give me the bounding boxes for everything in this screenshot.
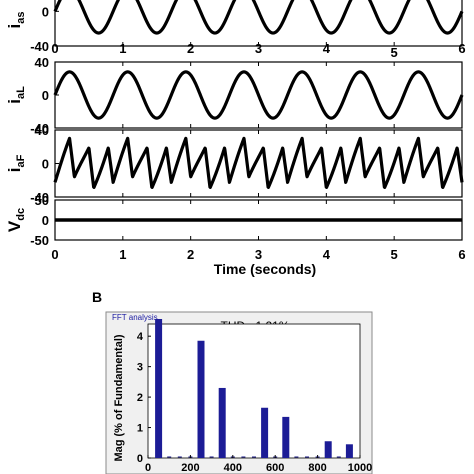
x-tick-label: 2 <box>187 41 194 56</box>
fft-panel: FFT analysis THD= 1.21% Mag (% of Fundam… <box>105 311 373 474</box>
fft-y-axis-label: Mag (% of Fundamental) <box>113 334 125 461</box>
series-line <box>53 0 464 35</box>
fft-x-tick-label: 600 <box>266 462 284 474</box>
y-tick-label: 0 <box>42 88 49 103</box>
x-tick-label: 1 <box>119 247 126 262</box>
x-tick-label: 6 <box>458 41 465 56</box>
fft-y-tick-label: 1 <box>137 423 143 435</box>
x-axis-label: Time (seconds) <box>214 261 316 277</box>
x-tick-label: 0 <box>51 41 58 56</box>
panel-b-letter: B <box>92 289 102 305</box>
y-tick-label: -50 <box>30 233 49 248</box>
x-tick-label: 0 <box>51 247 58 262</box>
fft-x-tick-label: 800 <box>308 462 326 474</box>
y-tick-label: 40 <box>35 55 49 70</box>
y-axis-label: iaL <box>5 86 27 104</box>
y-tick-label: 0 <box>42 157 49 172</box>
series-line <box>53 136 464 189</box>
x-tick-label: 6 <box>458 247 465 262</box>
fft-bar <box>324 441 332 458</box>
x-tick-label: 1 <box>119 41 126 56</box>
fft-bar <box>345 444 353 458</box>
y-axis-label: iaF <box>5 154 27 172</box>
y-tick-label: -40 <box>30 190 49 205</box>
y-tick-label: 0 <box>42 213 49 228</box>
fft-x-tick-label: 1000 <box>348 462 372 474</box>
x-tick-label: 5 <box>391 45 398 60</box>
panel-i-af: 40 0 -40 iaF <box>5 123 464 205</box>
fft-x-tick-label: 0 <box>145 462 151 474</box>
y-axis-label: Vdc <box>5 208 27 232</box>
y-axis-label: ias <box>5 12 27 29</box>
fft-x-tick-label: 200 <box>181 462 199 474</box>
fft-y-tick-label: 4 <box>137 331 144 343</box>
y-tick-label: 40 <box>35 123 49 138</box>
y-tick-label: 50 <box>35 193 49 208</box>
x-tick-label: 4 <box>323 41 331 56</box>
fft-axes <box>147 323 361 459</box>
x-tick-label: 2 <box>187 247 194 262</box>
fft-bar <box>282 416 290 458</box>
fft-window-title: FFT analysis <box>112 313 158 322</box>
fft-bar <box>261 407 269 458</box>
series-line <box>53 70 464 120</box>
y-tick-label: 0 <box>42 4 49 19</box>
x-tick-label: 3 <box>255 41 262 56</box>
fft-bar <box>155 319 163 458</box>
x-tick-label: 4 <box>323 247 331 262</box>
fft-bar <box>218 387 226 458</box>
panel-i-al: 40 0 -40 iaL <box>5 55 464 136</box>
fft-x-tick-label: 400 <box>224 462 242 474</box>
y-tick-label: -40 <box>30 39 49 54</box>
fft-y-tick-label: 0 <box>137 453 143 465</box>
fft-y-tick-label: 3 <box>137 362 143 374</box>
x-tick-label: 5 <box>391 247 398 262</box>
x-tick-label: 3 <box>255 247 262 262</box>
fft-y-tick-label: 2 <box>137 392 143 404</box>
fft-bar <box>197 340 205 458</box>
y-tick-label: -40 <box>30 121 49 136</box>
